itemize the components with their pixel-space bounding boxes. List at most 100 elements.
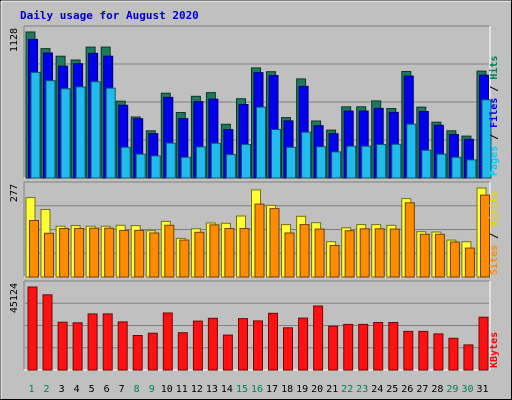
- bar-sites-day-12: [194, 231, 205, 278]
- bar-pages-day-13: [210, 142, 221, 179]
- bar-pages-day-1: [30, 71, 41, 179]
- bar-kbytes-day-24: [373, 322, 384, 371]
- legend-hits-files-pages: Pages / Files / Hits: [488, 56, 500, 176]
- bar-kbytes-day-20: [313, 305, 324, 371]
- bar-pages-day-20: [316, 146, 327, 179]
- bar-sites-day-24: [374, 228, 385, 278]
- bar-sites-day-23: [359, 228, 370, 278]
- legend-item-visits: Visits: [488, 191, 500, 227]
- bar-kbytes-day-28: [433, 333, 444, 371]
- bar-pages-day-19: [301, 131, 312, 179]
- bar-sites-day-6: [104, 227, 115, 278]
- bar-pages-day-11: [180, 156, 191, 179]
- x-tick-day-30: 30: [461, 384, 473, 395]
- x-tick-day-21: 21: [326, 384, 338, 395]
- bar-pages-day-28: [436, 153, 447, 179]
- x-tick-day-16: 16: [251, 384, 263, 395]
- x-tick-day-29: 29: [446, 384, 458, 395]
- x-tick-day-2: 2: [43, 384, 49, 395]
- bar-kbytes-day-30: [463, 344, 474, 371]
- bar-kbytes-day-21: [328, 325, 339, 371]
- x-tick-day-10: 10: [161, 384, 173, 395]
- bar-kbytes-day-10: [162, 312, 173, 371]
- bar-sites-day-29: [449, 241, 460, 278]
- x-tick-day-4: 4: [74, 384, 80, 395]
- legend-visits-sites: Sites / Visits: [488, 191, 500, 275]
- x-tick-day-19: 19: [296, 384, 308, 395]
- bar-pages-day-12: [195, 146, 206, 179]
- bar-pages-day-21: [331, 151, 342, 179]
- x-tick-day-6: 6: [104, 384, 110, 395]
- bar-sites-day-27: [419, 233, 430, 278]
- bar-pages-day-3: [60, 88, 71, 179]
- bar-pages-day-26: [406, 123, 417, 179]
- bar-pages-day-2: [45, 80, 56, 179]
- x-tick-day-8: 8: [134, 384, 140, 395]
- bar-kbytes-day-9: [147, 332, 158, 371]
- bar-sites-day-4: [74, 228, 85, 278]
- bar-pages-day-23: [361, 145, 372, 179]
- bar-kbytes-day-7: [117, 321, 128, 371]
- x-tick-day-14: 14: [221, 384, 233, 395]
- bar-kbytes-day-17: [268, 312, 278, 371]
- y-max-label: 1128: [9, 28, 20, 52]
- bar-sites-day-7: [119, 229, 130, 278]
- legend-item-kbytes: KBytes: [489, 332, 500, 368]
- bar-sites-day-5: [89, 227, 100, 278]
- bar-sites-day-30: [464, 247, 475, 278]
- bar-kbytes-day-29: [448, 337, 459, 371]
- legend-separator: /: [489, 80, 500, 98]
- bar-kbytes-day-1: [27, 286, 38, 371]
- x-tick-day-17: 17: [266, 384, 278, 395]
- bar-sites-day-16: [254, 203, 265, 278]
- bar-pages-day-25: [391, 143, 402, 179]
- bar-pages-day-17: [271, 129, 281, 179]
- bar-pages-day-6: [105, 87, 116, 179]
- y-max-label: 45124: [9, 283, 20, 313]
- x-tick-day-31: 31: [476, 384, 488, 395]
- x-tick-day-25: 25: [386, 384, 398, 395]
- bar-kbytes-day-23: [358, 323, 369, 371]
- bar-pages-day-15: [241, 144, 251, 179]
- panel-kbytes: 45124 KBytes: [9, 280, 500, 371]
- bar-kbytes-day-14: [222, 334, 233, 371]
- bar-sites-day-13: [209, 224, 220, 278]
- bar-kbytes-day-13: [207, 317, 218, 371]
- bar-kbytes-day-26: [403, 330, 414, 371]
- bar-pages-day-22: [346, 145, 357, 179]
- bar-pages-day-30: [466, 159, 477, 179]
- bar-kbytes-day-11: [177, 332, 188, 371]
- chart-title: Daily usage for August 2020: [20, 9, 199, 22]
- bar-sites-day-31: [480, 194, 490, 278]
- x-tick-day-3: 3: [59, 384, 65, 395]
- bar-sites-day-9: [149, 232, 160, 278]
- bar-kbytes-day-16: [253, 320, 263, 371]
- legend-separator: /: [489, 128, 500, 146]
- x-tick-day-7: 7: [119, 384, 125, 395]
- bar-kbytes-day-2: [42, 294, 53, 371]
- bar-kbytes-day-6: [102, 313, 113, 371]
- bar-sites-day-20: [314, 228, 325, 278]
- x-tick-day-18: 18: [281, 384, 293, 395]
- bar-kbytes-day-15: [238, 318, 248, 371]
- x-tick-day-12: 12: [191, 384, 203, 395]
- x-tick-day-20: 20: [311, 384, 323, 395]
- legend-item-files: Files: [488, 98, 500, 128]
- bar-pages-day-18: [286, 146, 296, 179]
- legend-text: KBytes: [489, 332, 500, 368]
- bar-sites-day-3: [59, 228, 70, 278]
- x-tick-day-9: 9: [149, 384, 155, 395]
- bar-kbytes-day-12: [192, 320, 203, 371]
- bar-kbytes-day-18: [283, 327, 293, 371]
- bar-pages-day-9: [150, 155, 161, 179]
- bar-kbytes-day-5: [87, 313, 98, 371]
- bar-pages-day-27: [421, 149, 432, 179]
- bar-sites-day-18: [284, 232, 295, 278]
- panel-hits-files-pages: 1128 Pages / Files / Hits: [9, 25, 500, 179]
- bar-pages-day-24: [376, 144, 387, 179]
- bar-sites-day-15: [239, 228, 250, 278]
- legend-text: Sites / Visits: [488, 191, 500, 275]
- bar-sites-day-17: [269, 208, 280, 278]
- bar-kbytes-day-31: [478, 316, 489, 371]
- bar-pages-day-8: [135, 153, 146, 179]
